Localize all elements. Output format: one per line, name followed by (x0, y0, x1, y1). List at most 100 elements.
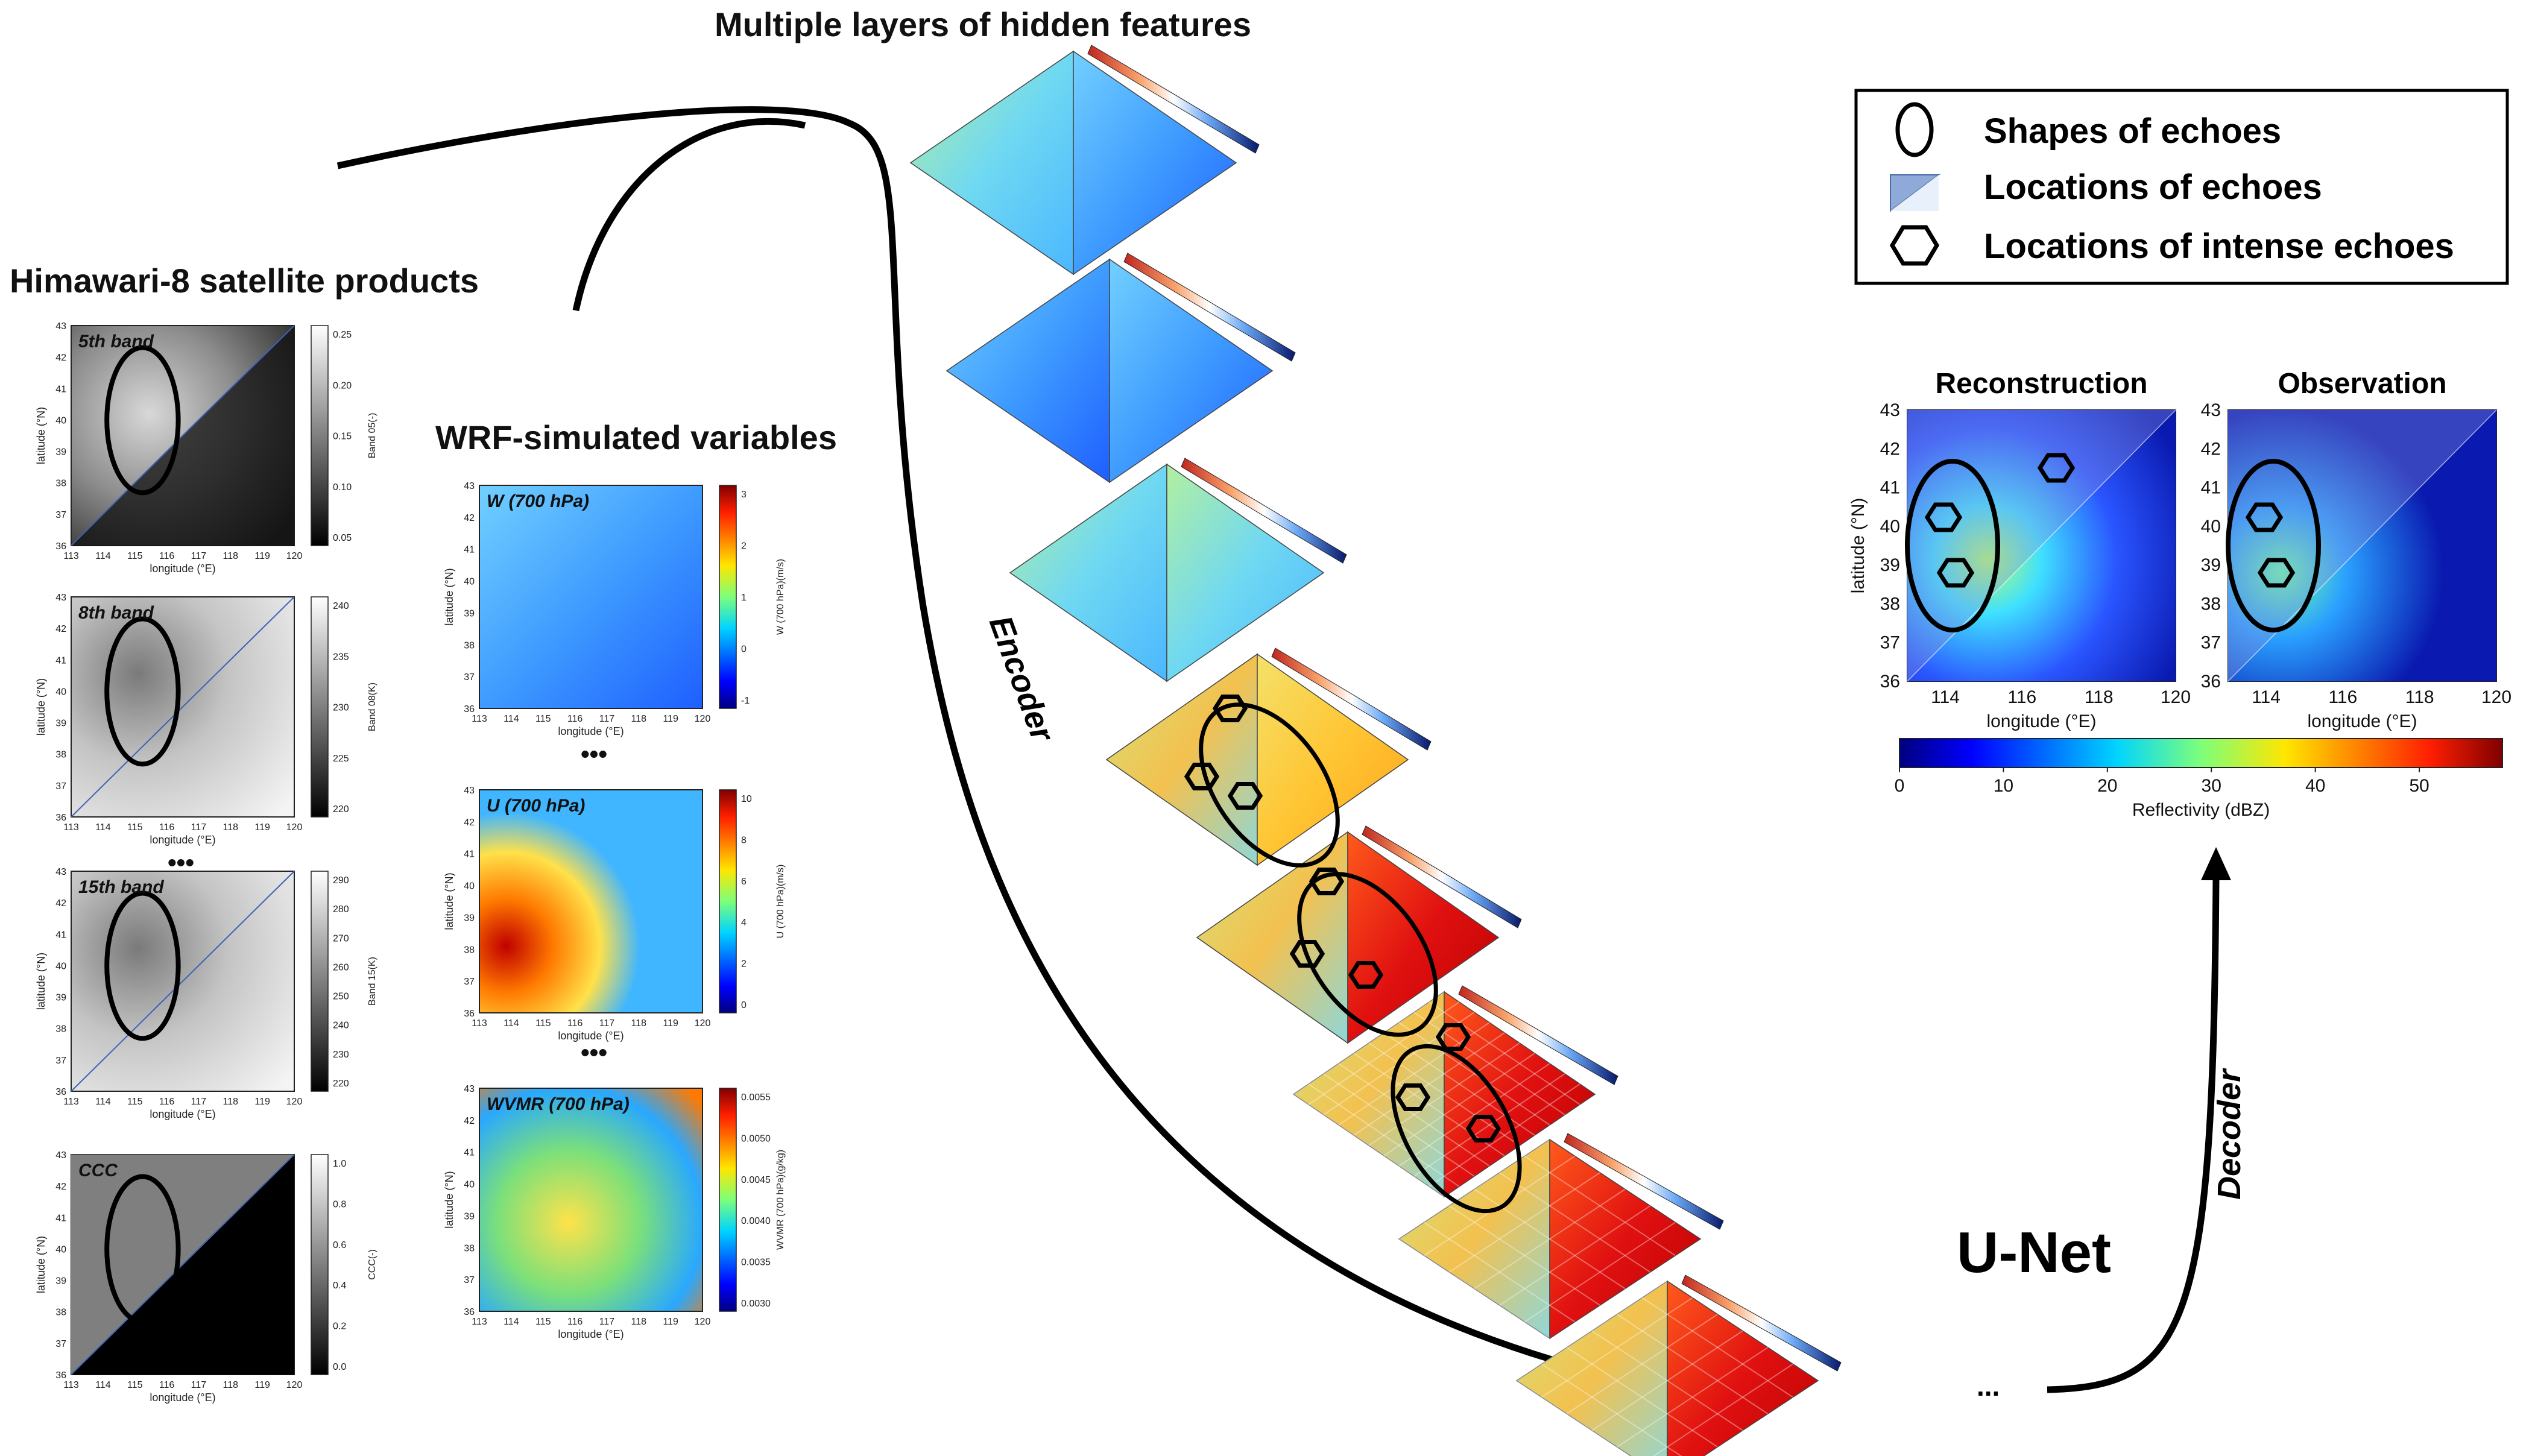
reflectivity-colorbar-bar (1899, 738, 2503, 768)
result-intense-hexagon (1924, 502, 1963, 532)
layer-grid-line (1652, 1363, 1793, 1456)
result-lat-tick: 37 (1880, 633, 1900, 653)
satellite-1-lon-tick: 117 (191, 551, 207, 561)
wrf-3-lat-tick: 41 (464, 1148, 475, 1158)
layer-grid-line (1353, 1032, 1505, 1136)
satellite-1-colorbar (311, 325, 329, 546)
wrf-3-lat-tick: 37 (464, 1275, 475, 1285)
satellite-2-colorbar-label: Band 08(K) (367, 682, 377, 731)
legend-box: Shapes of echoes Locations of echoes Loc… (1854, 89, 2509, 285)
satellite-4-lon-tick: 120 (286, 1380, 303, 1390)
satellite-4-lat-tick: 38 (55, 1308, 66, 1318)
intense-echo-hexagon (1465, 1115, 1501, 1142)
wrf-1-lat-label: latitude (°N) (443, 568, 455, 625)
reflectivity-colorbar: 0 10 20 30 40 50 Reflectivity (dBZ) (1895, 738, 2503, 820)
satellite-1-colorbar-tick: 0.20 (333, 380, 352, 391)
result-lon-label: longitude (°E) (1986, 711, 2096, 731)
wrf-3-lat-tick: 43 (464, 1084, 475, 1094)
wrf-3-colorbar-label: WVMR (700 hPa)(g/kg) (775, 1150, 786, 1250)
satellite-3-colorbar-tick: 290 (333, 875, 349, 886)
wrf-3-colorbar-tick: 0.0050 (741, 1133, 771, 1144)
satellite-2-lat-tick: 43 (55, 593, 66, 603)
result-lat-tick: 36 (2201, 672, 2221, 692)
layer-grid-line (1541, 1297, 1693, 1398)
wrf-1-colorbar-tick: 3 (741, 490, 747, 500)
wrf-2-colorbar-tick: 2 (741, 959, 747, 969)
decoder-arrow (2047, 877, 2220, 1393)
satellite-2-colorbar-tick: 225 (333, 754, 349, 764)
satellite-3-lat-tick: 40 (55, 961, 66, 971)
satellite-3-colorbar (311, 871, 329, 1092)
satellite-1-lon-tick: 114 (95, 551, 111, 561)
result-lat-tick: 41 (2201, 478, 2221, 498)
layer-colorbar (1681, 1275, 1842, 1372)
satellite-2-lon-tick: 117 (191, 822, 207, 833)
layer-grid-line (1424, 1221, 1576, 1323)
result-lat-tick: 42 (2201, 439, 2221, 459)
satellite-4-lon-tick: 114 (95, 1380, 111, 1390)
satellite-4-lat-tick: 39 (55, 1276, 66, 1287)
wrf-3-lon-tick: 116 (567, 1317, 583, 1327)
satellite-4-lat-label: latitude (°N) (35, 1236, 47, 1293)
wrf-2-lat-tick: 43 (464, 786, 475, 796)
result-lat-tick: 40 (2201, 517, 2221, 537)
layer-grid-line (1591, 1330, 1743, 1431)
wrf-2-lon-label: longitude (°E) (558, 1030, 624, 1042)
wrf-1-lon-tick: 119 (663, 714, 678, 724)
wrf-1-lat-tick: 38 (464, 640, 475, 651)
feature-flow-curve (336, 106, 1725, 1402)
hidden-layer-7 (1398, 1133, 1724, 1340)
wrf-1-colorbar-tick: -1 (741, 696, 750, 706)
satellite-2-lon-tick: 115 (127, 822, 143, 833)
wrf-2-lon-tick: 114 (504, 1018, 519, 1029)
layer-right-half (1109, 258, 1274, 484)
wrf-3-lat-tick: 39 (464, 1211, 475, 1221)
satellite-3-lon-tick: 115 (127, 1097, 143, 1107)
satellite-2-lat-tick: 38 (55, 750, 66, 760)
satellite-1-colorbar-label: Band 05(-) (367, 413, 377, 459)
layer-grid-line (1541, 1363, 1682, 1456)
layer-colorbar (1087, 45, 1260, 154)
satellite-3-colorbar-tick: 250 (333, 992, 349, 1002)
wrf-3-lon-tick: 113 (472, 1317, 487, 1327)
satellite-1-lat-tick: 36 (55, 541, 66, 552)
wrf-2-map (479, 789, 703, 1013)
satellite-2-colorbar-tick: 235 (333, 652, 349, 662)
wrf-3-lat-label: latitude (°N) (443, 1171, 455, 1228)
result-intense-hexagon (2257, 558, 2296, 588)
satellite-3-lat-tick: 38 (55, 1024, 66, 1035)
satellite-2-lat-tick: 41 (55, 655, 66, 666)
satellite-3-lat-tick: 43 (55, 867, 66, 877)
satellite-3-lat-tick: 36 (55, 1087, 66, 1097)
layer-grid-line (1413, 1012, 1565, 1115)
satellite-2-lat-tick: 42 (55, 624, 66, 634)
satellite-3-lat-tick: 39 (55, 993, 66, 1003)
satellite-3-lon-label: longitude (°E) (150, 1108, 215, 1120)
wrf-3-colorbar-tick: 0.0030 (741, 1299, 771, 1309)
wrf-1-colorbar-label: W (700 hPa)(m/s) (775, 559, 786, 635)
wrf-3-colorbar (719, 1088, 737, 1312)
result-lon-tick: 120 (2161, 687, 2191, 707)
layer-grid-line (1429, 1083, 1580, 1187)
result-lat-tick: 41 (1880, 478, 1900, 498)
layer-right-half (1166, 463, 1325, 682)
satellite-1-lat-label: latitude (°N) (35, 407, 47, 464)
satellite-1-echo-ellipse (104, 345, 181, 496)
satellite-2-lon-tick: 120 (286, 822, 303, 833)
wrf-1-colorbar (719, 485, 737, 709)
wrf-2-colorbar-tick: 8 (741, 835, 747, 845)
wrf-1-map (479, 485, 703, 709)
intense-echo-hexagon (1435, 1023, 1471, 1051)
wrf-1-label: W (700 hPa) (487, 491, 589, 511)
wrf-3-lat-tick: 42 (464, 1116, 475, 1126)
satellite-1-lon-tick: 115 (127, 551, 143, 561)
wrf-2-colorbar-label: U (700 hPa)(m/s) (775, 865, 786, 939)
satellite-2-colorbar-tick: 230 (333, 703, 349, 713)
satellite-3-colorbar-tick: 230 (333, 1050, 349, 1060)
hidden-layer-3 (1009, 458, 1347, 682)
result-echo-ellipse (2226, 459, 2321, 632)
satellite-4-colorbar-label: CCC(-) (367, 1249, 377, 1280)
